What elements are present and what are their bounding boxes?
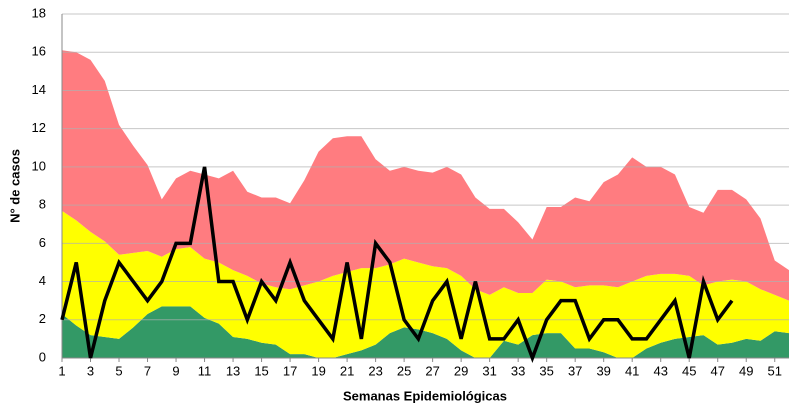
y-tick-label: 2 xyxy=(39,311,46,326)
y-axis-title: N° de casos xyxy=(7,149,22,223)
y-tick-label: 4 xyxy=(39,273,46,288)
area xyxy=(62,306,789,358)
x-tick-label: 11 xyxy=(198,363,212,378)
x-tick-label: 33 xyxy=(511,363,525,378)
x-tick-label: 47 xyxy=(710,363,724,378)
area xyxy=(62,50,789,301)
x-tick-label: 39 xyxy=(596,363,610,378)
x-tick-label: 15 xyxy=(254,363,268,378)
y-tick-label: 0 xyxy=(39,349,46,364)
x-tick-label: 9 xyxy=(172,363,179,378)
x-tick-label: 1 xyxy=(58,363,65,378)
x-tick-label: 17 xyxy=(283,363,297,378)
x-tick-label: 21 xyxy=(340,363,354,378)
x-tick-label: 3 xyxy=(87,363,94,378)
x-tick-label: 35 xyxy=(539,363,553,378)
x-tick-label: 23 xyxy=(368,363,382,378)
x-tick-label: 25 xyxy=(397,363,411,378)
x-tick-label: 37 xyxy=(568,363,582,378)
x-tick-label: 19 xyxy=(311,363,325,378)
x-tick-label: 41 xyxy=(625,363,639,378)
x-axis-title: Semanas Epidemiológicas xyxy=(343,388,507,403)
x-tick-label: 51 xyxy=(768,363,782,378)
x-tick-label: 43 xyxy=(653,363,667,378)
x-tick-label: 29 xyxy=(454,363,468,378)
x-tick-label: 13 xyxy=(226,363,240,378)
x-tick-label: 49 xyxy=(739,363,753,378)
x-tick-label: 7 xyxy=(144,363,151,378)
cases-line xyxy=(60,166,734,364)
y-tick-label: 14 xyxy=(32,82,46,97)
y-tick-label: 12 xyxy=(32,120,46,135)
x-tick-label: 45 xyxy=(682,363,696,378)
x-tick-label: 31 xyxy=(482,363,496,378)
y-tick-label: 6 xyxy=(39,235,46,250)
y-tick-label: 16 xyxy=(32,44,46,59)
y-tick-label: 10 xyxy=(32,158,46,173)
x-tick-label: 27 xyxy=(425,363,439,378)
x-tick-label: 5 xyxy=(115,363,122,378)
y-tick-label: 8 xyxy=(39,197,46,212)
y-tick-label: 18 xyxy=(32,5,46,20)
